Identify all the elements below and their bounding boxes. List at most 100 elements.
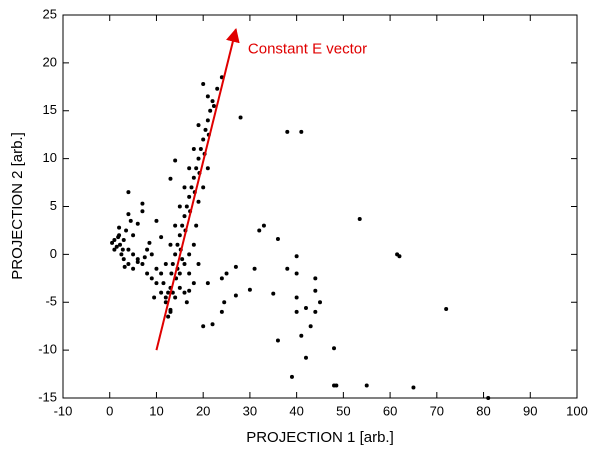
- point: [116, 235, 120, 239]
- point: [150, 252, 154, 256]
- point: [164, 295, 168, 299]
- point: [220, 310, 224, 314]
- point: [304, 306, 308, 310]
- point: [136, 222, 140, 226]
- point: [239, 115, 243, 119]
- point: [365, 384, 369, 388]
- point: [299, 334, 303, 338]
- point: [122, 238, 126, 242]
- point: [166, 315, 170, 319]
- x-axis-title: PROJECTION 1 [arb.]: [246, 429, 394, 446]
- point: [145, 248, 149, 252]
- y-tick-label: 0: [50, 246, 57, 261]
- point: [143, 255, 147, 259]
- point: [187, 289, 191, 293]
- point: [187, 166, 191, 170]
- point: [299, 130, 303, 134]
- point: [192, 147, 196, 151]
- x-tick-label: 50: [336, 403, 350, 418]
- point: [150, 276, 154, 280]
- point: [411, 385, 415, 389]
- y-tick-label: 25: [43, 6, 57, 21]
- point: [192, 243, 196, 247]
- y-tick-label: -10: [38, 342, 57, 357]
- point: [206, 94, 210, 98]
- point: [257, 228, 261, 232]
- annotation-text: Constant E vector: [248, 40, 367, 57]
- point: [486, 396, 490, 400]
- point: [126, 248, 130, 252]
- point: [295, 272, 299, 276]
- point: [309, 324, 313, 328]
- x-tick-label: 70: [430, 403, 444, 418]
- point: [201, 324, 205, 328]
- point: [159, 272, 163, 276]
- point: [182, 262, 186, 266]
- point: [180, 224, 184, 228]
- point: [313, 276, 317, 280]
- y-tick-label: 5: [50, 198, 57, 213]
- point: [295, 254, 299, 258]
- point: [444, 307, 448, 311]
- point: [175, 243, 179, 247]
- point: [129, 219, 133, 223]
- point: [178, 205, 182, 209]
- point: [182, 185, 186, 189]
- point: [225, 272, 229, 276]
- x-tick-label: 0: [106, 403, 113, 418]
- point: [197, 262, 201, 266]
- point: [271, 292, 275, 296]
- point: [124, 228, 128, 232]
- point: [190, 185, 194, 189]
- x-tick-label: 40: [289, 403, 303, 418]
- point: [334, 384, 338, 388]
- y-axis-title: PROJECTION 2 [arb.]: [9, 132, 26, 280]
- point: [112, 238, 116, 242]
- point: [154, 219, 158, 223]
- point: [117, 226, 121, 230]
- point: [332, 346, 336, 350]
- point: [168, 310, 172, 314]
- point: [161, 281, 165, 285]
- point: [192, 281, 196, 285]
- point: [276, 339, 280, 343]
- point: [295, 295, 299, 299]
- point: [206, 166, 210, 170]
- x-tick-label: 20: [196, 403, 210, 418]
- point: [178, 272, 182, 276]
- point: [215, 87, 219, 91]
- point: [136, 260, 140, 264]
- point: [220, 276, 224, 280]
- point: [140, 202, 144, 206]
- point: [126, 190, 130, 194]
- point: [187, 272, 191, 276]
- point: [168, 243, 172, 247]
- point: [178, 233, 182, 237]
- point: [290, 375, 294, 379]
- y-tick-label: 10: [43, 150, 57, 165]
- point: [112, 248, 116, 252]
- point: [197, 157, 201, 161]
- point: [147, 241, 151, 245]
- point: [173, 159, 177, 163]
- point: [201, 137, 205, 141]
- y-tick-label: 20: [43, 54, 57, 69]
- x-tick-label: -10: [54, 403, 73, 418]
- point: [187, 252, 191, 256]
- point: [182, 291, 186, 295]
- y-tick-label: 15: [43, 102, 57, 117]
- point: [206, 118, 210, 122]
- point: [185, 205, 189, 209]
- x-tick-label: 10: [149, 403, 163, 418]
- point: [304, 356, 308, 360]
- point: [234, 294, 238, 298]
- point: [119, 252, 123, 256]
- point: [211, 322, 215, 326]
- point: [262, 224, 266, 228]
- point: [276, 237, 280, 241]
- x-tick-label: 30: [243, 403, 257, 418]
- point: [192, 176, 196, 180]
- point: [313, 310, 317, 314]
- point: [201, 185, 205, 189]
